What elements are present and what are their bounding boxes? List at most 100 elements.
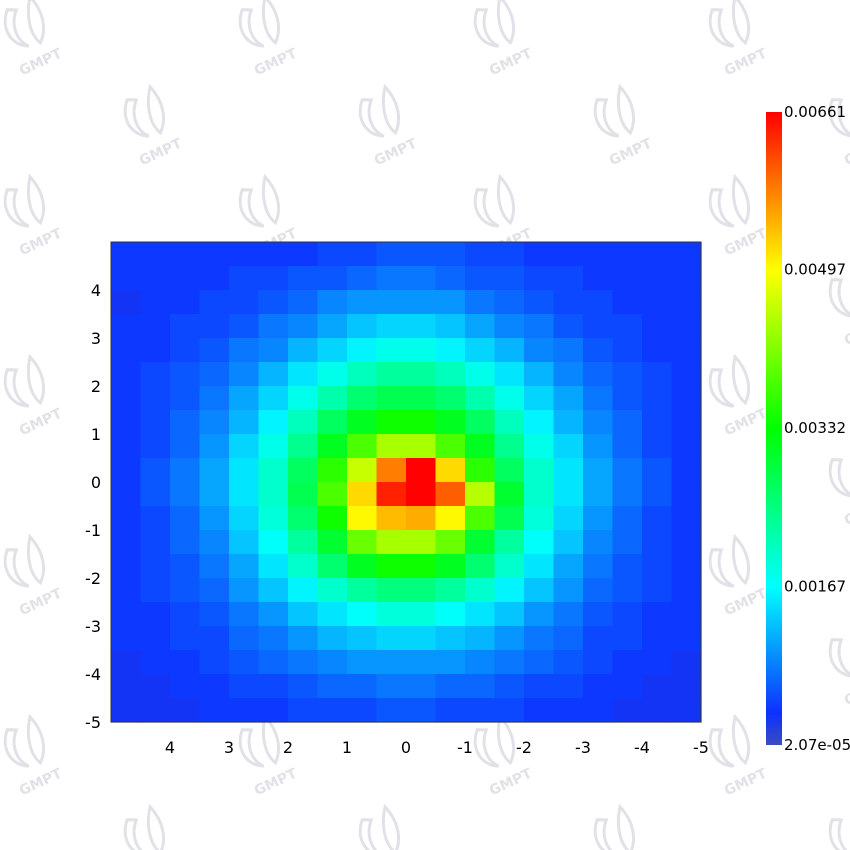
heatmap-cell (288, 338, 319, 363)
heatmap-cell (494, 602, 525, 627)
heatmap-cell (524, 386, 555, 411)
heatmap-cell (111, 434, 142, 459)
heatmap-cell (612, 674, 643, 699)
heatmap-cell (612, 650, 643, 675)
x-tick-label: -3 (575, 738, 591, 757)
heatmap-cell (140, 626, 171, 651)
heatmap-cell (347, 434, 378, 459)
x-tick-label: -5 (693, 738, 709, 757)
heatmap-cell (553, 482, 584, 507)
y-tick-label: -3 (85, 617, 101, 636)
heatmap-cell (642, 602, 673, 627)
heatmap-cell (524, 434, 555, 459)
colorbar-ticks: 0.00661 0.00497 0.00332 0.00167 2.07e-05 (784, 103, 850, 754)
heatmap-cell (199, 410, 230, 435)
heatmap-cell (317, 578, 348, 603)
heatmap-cell (199, 266, 230, 291)
heatmap-cell (553, 338, 584, 363)
heatmap-cell (524, 578, 555, 603)
heatmap-cell (642, 554, 673, 579)
heatmap-cell (199, 578, 230, 603)
heatmap-cell (347, 674, 378, 699)
heatmap-cell (553, 602, 584, 627)
heatmap-cell (583, 434, 614, 459)
heatmap-cell (258, 674, 289, 699)
heatmap-cell (435, 650, 466, 675)
heatmap-cell (258, 530, 289, 555)
heatmap-cell (111, 266, 142, 291)
heatmap-cell (435, 386, 466, 411)
heatmap-cell (583, 482, 614, 507)
heatmap-cell (347, 386, 378, 411)
heatmap-cell (199, 482, 230, 507)
heatmap-cell (671, 362, 702, 387)
colorbar-tick-label: 0.00497 (784, 261, 846, 279)
heatmap-cell (199, 434, 230, 459)
heatmap-cell (111, 554, 142, 579)
heatmap-cell (376, 578, 407, 603)
heatmap-cell (229, 290, 260, 315)
heatmap-cell (229, 434, 260, 459)
heatmap-cell (140, 482, 171, 507)
heatmap-cell (642, 530, 673, 555)
heatmap-cell (553, 650, 584, 675)
heatmap-cell (111, 362, 142, 387)
colorbar-tick-label: 0.00167 (784, 578, 846, 596)
heatmap-cell (170, 482, 201, 507)
heatmap-cell (170, 554, 201, 579)
heatmap-cell (524, 626, 555, 651)
heatmap-cell (671, 434, 702, 459)
heatmap-cell (258, 434, 289, 459)
heatmap-cell (406, 314, 437, 339)
x-axis-ticks: 4 3 2 1 0 -1 -2 -3 -4 -5 (165, 738, 709, 757)
heatmap-cell (199, 602, 230, 627)
heatmap-cell (229, 314, 260, 339)
heatmap-cell (199, 554, 230, 579)
heatmap-cell (288, 578, 319, 603)
heatmap-cell (376, 698, 407, 723)
heatmap-cell (524, 410, 555, 435)
heatmap-cell (199, 650, 230, 675)
heatmap-cell (347, 410, 378, 435)
heatmap-cell (612, 698, 643, 723)
heatmap-cell (170, 458, 201, 483)
heatmap-cell (317, 506, 348, 531)
heatmap-cell (553, 626, 584, 651)
heatmap-cell (170, 242, 201, 267)
heatmap-cell (612, 554, 643, 579)
heatmap-cell (524, 674, 555, 699)
heatmap-cell (553, 554, 584, 579)
heatmap-cell (435, 554, 466, 579)
heatmap-cell (406, 674, 437, 699)
heatmap-cell (347, 482, 378, 507)
heatmap-cell (612, 242, 643, 267)
heatmap-cell (642, 410, 673, 435)
heatmap-cell (111, 650, 142, 675)
heatmap-cell (140, 458, 171, 483)
heatmap-cell (435, 290, 466, 315)
heatmap-cell (199, 626, 230, 651)
heatmap-cell (140, 266, 171, 291)
heatmap-cell (612, 482, 643, 507)
y-tick-label: 0 (91, 473, 101, 492)
heatmap-cell (612, 530, 643, 555)
heatmap-cell (140, 410, 171, 435)
heatmap-cell (406, 290, 437, 315)
heatmap-cell (524, 314, 555, 339)
heatmap-cell (494, 674, 525, 699)
heatmap-cell (642, 674, 673, 699)
heatmap-cell (494, 266, 525, 291)
heatmap-cell (170, 386, 201, 411)
heatmap-cell (435, 362, 466, 387)
heatmap-cell (376, 410, 407, 435)
heatmap-cell (347, 506, 378, 531)
heatmap-cell (317, 626, 348, 651)
heatmap-cell (465, 602, 496, 627)
heatmap-cell (583, 554, 614, 579)
heatmap-cell (376, 602, 407, 627)
heatmap-cell (642, 386, 673, 411)
heatmap-cell (317, 698, 348, 723)
heatmap-cell (494, 314, 525, 339)
colorbar-tick-label: 0.00661 (784, 103, 846, 121)
heatmap-cell (553, 698, 584, 723)
